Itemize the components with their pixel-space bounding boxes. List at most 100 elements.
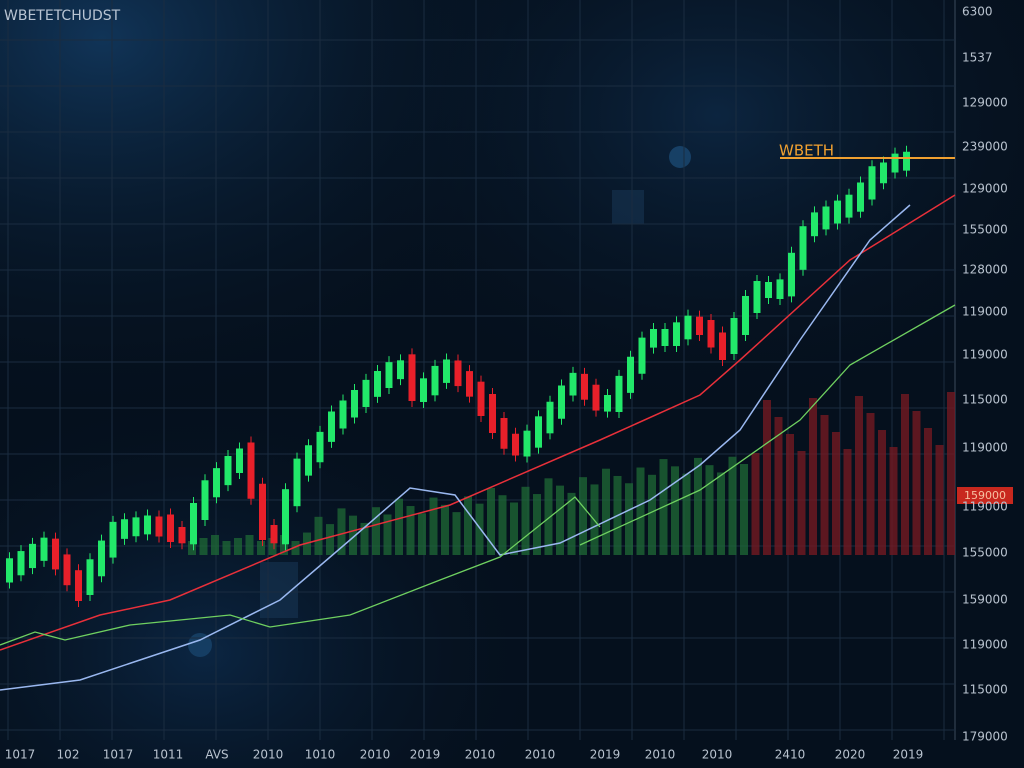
axes: 6300 1537 129000 239000 129000 155000 128000 11… [5,5,1008,762]
candle-body [650,329,657,348]
candle-body [799,226,807,270]
y-tick-label: 179000 [962,730,1008,744]
volume-bar [360,522,369,555]
volume-bar [372,507,380,555]
y-tick-label: 119000 [962,638,1008,652]
candle-body [121,519,128,539]
candle-body [282,489,289,545]
candle-body [236,448,243,473]
decor-node [188,633,212,657]
candle-body [224,456,232,486]
volume-bar [199,538,208,555]
volume [188,392,955,555]
volume-bar [326,524,334,555]
volume-bar [556,485,564,555]
volume-bar [947,392,955,555]
volume-bar [475,503,484,555]
volume-bar [349,515,357,555]
chart-title: WBETETCHUDST [4,8,121,24]
volume-bar [636,467,645,555]
y-tick-label: 159000 [962,593,1008,607]
candle-body [144,515,151,535]
x-tick-label: 1011 [153,748,184,762]
volume-bar [222,541,231,555]
x-tick-label: 2010 [360,748,391,762]
volume-bar [705,465,714,555]
volume-bar [257,541,265,555]
y-tick-label: 155000 [962,546,1008,560]
volume-bar [717,472,725,555]
volume-bar [924,428,932,555]
y-tick-label: 6300 [962,5,993,19]
candle-body [29,543,36,569]
candle-body [454,360,462,387]
candle-body [868,166,876,200]
candle-body [512,433,519,456]
candle-body [880,162,887,184]
volume-bar [291,541,300,555]
volume-bar [866,413,875,555]
ma-line [579,304,956,546]
candle-body [374,371,381,397]
volume-bar [487,487,495,555]
candle-body [673,322,680,346]
volume-bar [188,541,196,555]
volume-bar [280,535,288,555]
volume-bar [521,486,530,555]
volume-bar [452,512,461,555]
candle-body [627,356,634,393]
candle-body [834,200,841,224]
volume-bar [786,434,794,555]
volume-bar [763,400,771,555]
candle-body [535,416,542,448]
candle-body [109,521,117,558]
candle-body [477,381,485,416]
grid [0,0,955,740]
candle-body [719,332,726,360]
y-tick-label: 129000 [962,182,1008,196]
candle-body [178,527,186,544]
y-tick-label: 115000 [962,683,1008,697]
volume-bar [901,394,909,555]
x-tick-label: 2010 [702,748,733,762]
candle-body [75,570,82,601]
volume-bar [935,445,944,555]
x-tick-label: 102 [57,748,80,762]
candle-body [167,514,174,542]
candle-body [6,558,13,583]
candle-body [466,371,473,397]
candle-body [546,401,554,434]
x-tick-label: 1010 [305,748,336,762]
y-tick-label: 128000 [962,263,1008,277]
candle-body [730,318,738,354]
y-tick-label: 115000 [962,393,1008,407]
candle-body [615,375,623,412]
volume-bar [878,430,886,555]
volume-bar [648,474,656,555]
volume-bar [625,483,633,555]
y-tick-label: 119000 [962,305,1008,319]
volume-bar [579,477,587,555]
x-tick-label: 2010 [465,748,496,762]
candle-body [822,206,830,230]
x-tick-label: 2019 [590,748,621,762]
volume-bar [245,535,254,555]
candle-body [201,480,209,520]
y-tick-label: 1537 [962,51,993,65]
candle-body [684,315,692,340]
candle-body [891,153,899,173]
volume-bar [740,464,748,555]
x-tick-label: 2019 [410,748,441,762]
candle-body [776,279,784,299]
candle-body [443,359,450,383]
volume-bar [694,457,702,555]
volume-bar [337,508,346,555]
candle-body [86,559,94,595]
candle-body [523,430,531,457]
candle-body [17,551,25,576]
moving-averages [0,194,956,691]
volume-bar [728,456,737,555]
volume-bar [889,447,898,555]
